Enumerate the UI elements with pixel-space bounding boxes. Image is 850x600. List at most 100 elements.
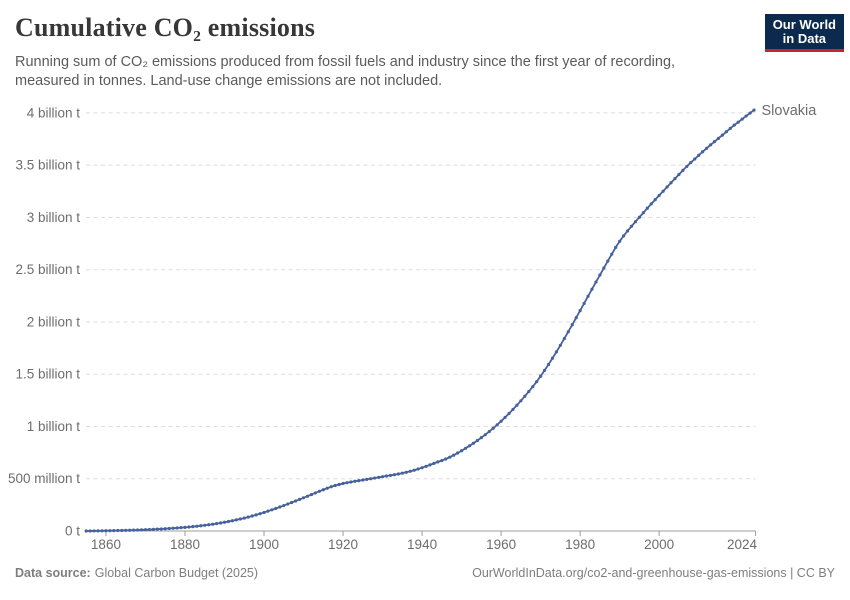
data-point[interactable] xyxy=(203,523,207,527)
data-point[interactable] xyxy=(625,229,630,233)
data-point[interactable] xyxy=(301,496,306,500)
data-point[interactable] xyxy=(558,343,562,347)
data-point[interactable] xyxy=(325,486,329,490)
data-point[interactable] xyxy=(724,130,728,134)
data-point[interactable] xyxy=(392,473,397,477)
data-point[interactable] xyxy=(341,481,345,486)
data-point[interactable] xyxy=(373,476,377,480)
data-point[interactable] xyxy=(420,466,424,470)
data-point[interactable] xyxy=(116,528,120,533)
data-point[interactable] xyxy=(282,503,286,508)
data-point[interactable] xyxy=(527,389,531,394)
data-point[interactable] xyxy=(602,266,606,270)
data-point[interactable] xyxy=(483,433,487,437)
data-point[interactable] xyxy=(491,426,495,430)
data-point[interactable] xyxy=(539,374,543,378)
data-point[interactable] xyxy=(274,506,278,511)
data-point[interactable] xyxy=(570,323,574,327)
data-point[interactable] xyxy=(258,512,262,516)
data-point[interactable] xyxy=(333,483,337,488)
data-point[interactable] xyxy=(574,316,578,320)
data-point[interactable] xyxy=(309,492,314,497)
data-point[interactable] xyxy=(384,474,389,478)
data-point[interactable] xyxy=(535,380,539,384)
data-point[interactable] xyxy=(163,527,167,531)
data-point[interactable] xyxy=(503,415,507,420)
series-line[interactable] xyxy=(86,109,755,532)
data-point[interactable] xyxy=(187,525,191,529)
data-point[interactable] xyxy=(531,385,535,389)
data-point[interactable] xyxy=(467,444,472,448)
data-point[interactable] xyxy=(748,111,752,115)
data-point[interactable] xyxy=(230,519,234,523)
data-point[interactable] xyxy=(673,177,677,181)
data-point[interactable] xyxy=(155,527,159,531)
data-point[interactable] xyxy=(104,529,108,533)
data-point[interactable] xyxy=(286,502,290,506)
data-point[interactable] xyxy=(365,477,369,481)
data-point[interactable] xyxy=(550,356,555,360)
data-point[interactable] xyxy=(128,528,132,532)
data-point[interactable] xyxy=(290,500,294,505)
data-point[interactable] xyxy=(96,529,100,533)
data-point[interactable] xyxy=(424,464,428,468)
data-point[interactable] xyxy=(179,526,183,530)
data-point[interactable] xyxy=(388,473,393,477)
data-point[interactable] xyxy=(590,287,594,291)
data-point[interactable] xyxy=(112,529,116,533)
data-point[interactable] xyxy=(262,510,266,515)
data-point[interactable] xyxy=(452,453,456,457)
data-point[interactable] xyxy=(412,468,416,472)
data-point[interactable] xyxy=(400,471,404,475)
data-point[interactable] xyxy=(242,516,246,520)
data-point[interactable] xyxy=(159,527,163,531)
data-point[interactable] xyxy=(732,123,736,127)
data-point[interactable] xyxy=(622,234,626,238)
data-point[interactable] xyxy=(313,491,317,495)
data-point[interactable] xyxy=(629,224,634,228)
data-point[interactable] xyxy=(100,529,104,533)
data-point[interactable] xyxy=(369,477,373,481)
data-point[interactable] xyxy=(408,469,412,473)
data-point[interactable] xyxy=(380,475,385,479)
data-point[interactable] xyxy=(120,528,124,533)
data-point[interactable] xyxy=(487,429,491,434)
data-point[interactable] xyxy=(471,441,476,445)
data-point[interactable] xyxy=(459,449,464,453)
data-point[interactable] xyxy=(211,522,215,526)
data-point[interactable] xyxy=(479,436,483,440)
data-point[interactable] xyxy=(218,521,223,525)
data-point[interactable] xyxy=(238,517,242,521)
data-point[interactable] xyxy=(566,330,570,334)
data-point[interactable] xyxy=(704,146,709,150)
data-point[interactable] xyxy=(653,198,657,202)
data-point[interactable] xyxy=(618,239,622,243)
data-point[interactable] xyxy=(649,202,653,206)
data-point[interactable] xyxy=(396,472,400,476)
data-point[interactable] xyxy=(448,455,452,459)
data-point[interactable] xyxy=(614,245,618,249)
data-point[interactable] xyxy=(633,220,638,224)
data-point[interactable] xyxy=(139,528,144,532)
data-point[interactable] xyxy=(305,494,310,498)
data-point[interactable] xyxy=(645,206,649,210)
line-chart[interactable]: 0 t 500 million t 1 billion t 1.5 billion t… xyxy=(0,100,850,560)
data-point[interactable] xyxy=(132,528,136,532)
data-point[interactable] xyxy=(108,529,112,533)
data-point[interactable] xyxy=(278,505,282,509)
data-point[interactable] xyxy=(191,525,195,529)
data-point[interactable] xyxy=(349,480,353,484)
data-point[interactable] xyxy=(546,362,551,367)
data-point[interactable] xyxy=(432,461,436,465)
data-point[interactable] xyxy=(610,252,614,256)
data-point[interactable] xyxy=(377,475,381,479)
data-point[interactable] xyxy=(665,185,669,189)
data-point[interactable] xyxy=(515,403,519,407)
owid-logo[interactable]: Our World in Data xyxy=(764,14,844,52)
data-point[interactable] xyxy=(562,336,566,341)
data-point[interactable] xyxy=(124,528,128,532)
data-point[interactable] xyxy=(720,133,724,137)
data-point[interactable] xyxy=(183,525,187,529)
data-point[interactable] xyxy=(511,407,515,412)
data-point[interactable] xyxy=(167,526,171,531)
